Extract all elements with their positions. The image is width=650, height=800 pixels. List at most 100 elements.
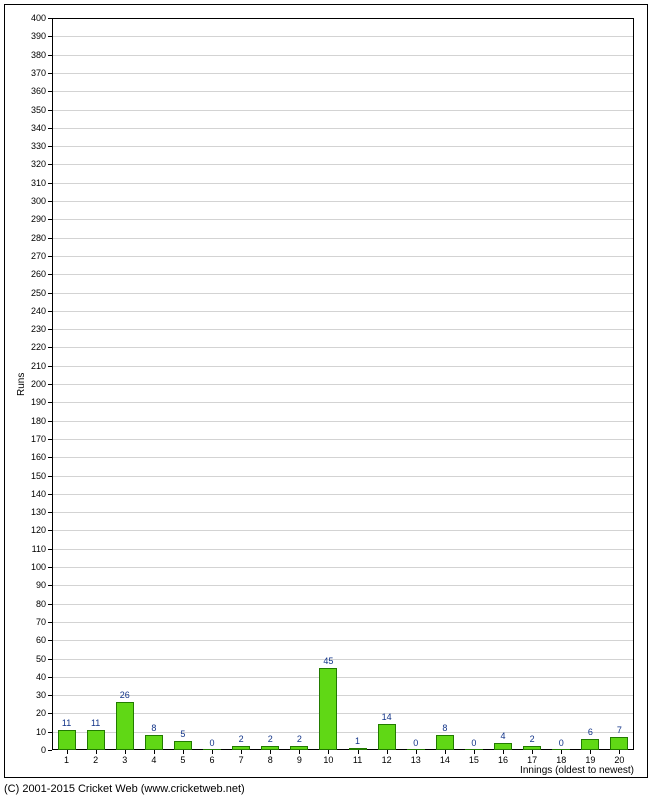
gridline	[52, 604, 634, 605]
xtick-mark	[387, 750, 388, 754]
ytick-label: 190	[0, 397, 46, 407]
gridline	[52, 439, 634, 440]
xtick-label: 20	[614, 755, 624, 765]
ytick-label: 210	[0, 361, 46, 371]
ytick-mark	[48, 659, 52, 660]
xtick-mark	[212, 750, 213, 754]
bar-value-label: 1	[355, 736, 360, 746]
bar-value-label: 2	[530, 734, 535, 744]
ytick-mark	[48, 530, 52, 531]
ytick-mark	[48, 677, 52, 678]
xtick-label: 8	[268, 755, 273, 765]
xtick-mark	[67, 750, 68, 754]
bar	[87, 730, 105, 750]
ytick-mark	[48, 402, 52, 403]
ytick-label: 330	[0, 141, 46, 151]
ytick-mark	[48, 585, 52, 586]
gridline	[52, 585, 634, 586]
xtick-label: 2	[93, 755, 98, 765]
bar-value-label: 11	[91, 718, 100, 728]
gridline	[52, 73, 634, 74]
xtick-mark	[183, 750, 184, 754]
ytick-mark	[48, 91, 52, 92]
ytick-label: 270	[0, 251, 46, 261]
gridline	[52, 530, 634, 531]
axis-line	[52, 18, 634, 19]
bar-value-label: 14	[382, 712, 392, 722]
gridline	[52, 695, 634, 696]
gridline	[52, 311, 634, 312]
ytick-mark	[48, 421, 52, 422]
ytick-label: 370	[0, 68, 46, 78]
ytick-mark	[48, 695, 52, 696]
ytick-label: 240	[0, 306, 46, 316]
gridline	[52, 732, 634, 733]
gridline	[52, 128, 634, 129]
bar-value-label: 7	[617, 725, 622, 735]
xtick-label: 18	[556, 755, 566, 765]
bar	[174, 741, 192, 750]
bar	[494, 743, 512, 750]
ytick-label: 120	[0, 525, 46, 535]
bar-value-label: 0	[413, 738, 418, 748]
bar	[145, 735, 163, 750]
gridline	[52, 512, 634, 513]
ytick-label: 70	[0, 617, 46, 627]
gridline	[52, 494, 634, 495]
ytick-mark	[48, 110, 52, 111]
gridline	[52, 183, 634, 184]
ytick-label: 350	[0, 105, 46, 115]
axis-line	[633, 18, 634, 750]
ytick-label: 130	[0, 507, 46, 517]
bar-value-label: 0	[210, 738, 215, 748]
ytick-label: 10	[0, 727, 46, 737]
ytick-mark	[48, 494, 52, 495]
ytick-label: 160	[0, 452, 46, 462]
gridline	[52, 110, 634, 111]
ytick-label: 20	[0, 708, 46, 718]
bar-value-label: 2	[268, 734, 273, 744]
ytick-mark	[48, 219, 52, 220]
gridline	[52, 146, 634, 147]
chart-frame: 1111268502224511408042067 Runs Innings (…	[0, 0, 650, 800]
bar-value-label: 8	[151, 723, 156, 733]
ytick-mark	[48, 622, 52, 623]
bar-value-label: 26	[120, 690, 130, 700]
ytick-label: 260	[0, 269, 46, 279]
ytick-mark	[48, 274, 52, 275]
gridline	[52, 622, 634, 623]
xtick-label: 7	[239, 755, 244, 765]
xtick-mark	[503, 750, 504, 754]
bar-value-label: 4	[501, 731, 506, 741]
bar-value-label: 2	[297, 734, 302, 744]
xtick-label: 15	[469, 755, 479, 765]
gridline	[52, 293, 634, 294]
xtick-mark	[154, 750, 155, 754]
ytick-mark	[48, 347, 52, 348]
ytick-mark	[48, 55, 52, 56]
xtick-mark	[328, 750, 329, 754]
ytick-mark	[48, 293, 52, 294]
ytick-mark	[48, 439, 52, 440]
gridline	[52, 421, 634, 422]
ytick-mark	[48, 18, 52, 19]
ytick-mark	[48, 73, 52, 74]
ytick-label: 200	[0, 379, 46, 389]
ytick-label: 220	[0, 342, 46, 352]
gridline	[52, 384, 634, 385]
gridline	[52, 549, 634, 550]
bar-value-label: 2	[239, 734, 244, 744]
bar	[581, 739, 599, 750]
ytick-mark	[48, 567, 52, 568]
ytick-mark	[48, 549, 52, 550]
ytick-mark	[48, 128, 52, 129]
ytick-mark	[48, 384, 52, 385]
xtick-label: 10	[323, 755, 333, 765]
ytick-mark	[48, 750, 52, 751]
ytick-label: 30	[0, 690, 46, 700]
ytick-mark	[48, 329, 52, 330]
ytick-label: 340	[0, 123, 46, 133]
gridline	[52, 567, 634, 568]
xtick-label: 5	[180, 755, 185, 765]
gridline	[52, 274, 634, 275]
